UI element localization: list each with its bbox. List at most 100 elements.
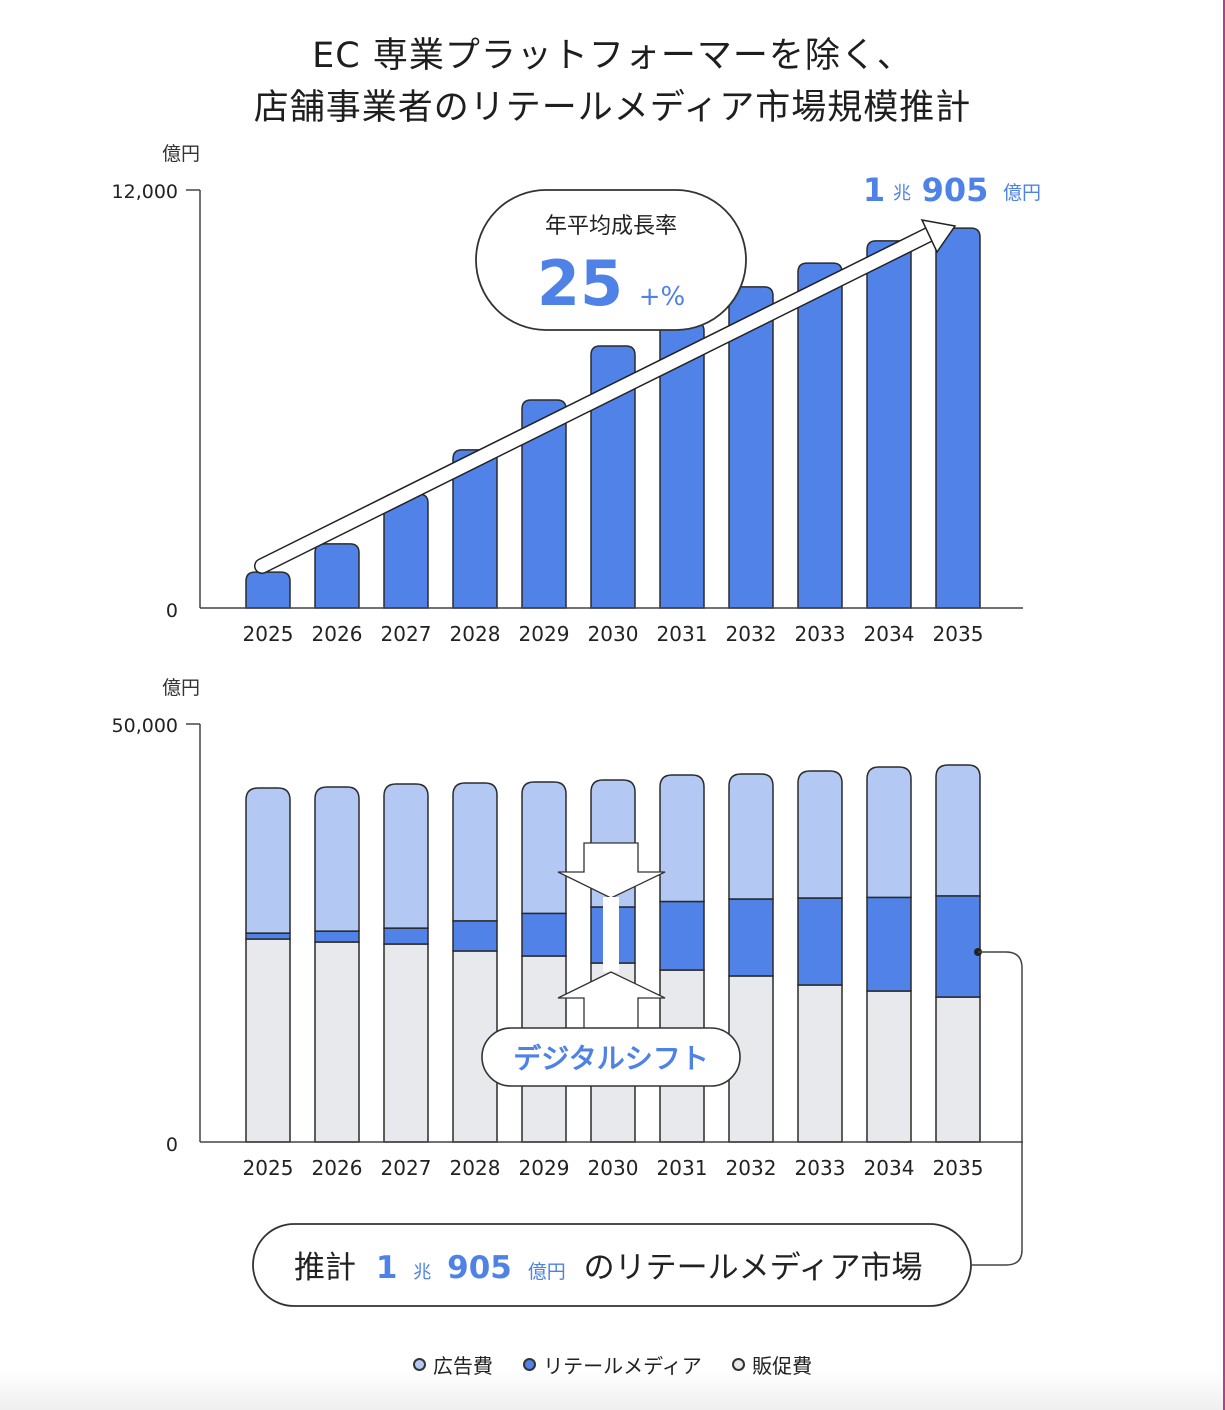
bottom-x-label: 2035 [933, 1156, 984, 1180]
segment-広告費 [245, 787, 291, 934]
legend-dot-promo-icon [732, 1358, 746, 1371]
segment-広告費 [866, 766, 912, 899]
top-bar-2025 [245, 571, 291, 609]
top-x-label: 2031 [657, 622, 708, 646]
segment-リテールメディア [314, 930, 360, 943]
segment-リテールメディア [659, 900, 705, 971]
segment-広告費 [521, 781, 567, 915]
svg-text:兆: 兆 [893, 183, 911, 204]
segment-広告費 [383, 783, 429, 929]
segment-販促費 [866, 990, 912, 1143]
bottom-x-label: 2034 [864, 1156, 915, 1180]
legend-item-promo: 販促費 [732, 1350, 812, 1379]
bottom-chart: 億円 50,000 0 2025 2026 2027 2028 2029 2030 2031… [112, 677, 1023, 1307]
bottom-x-label: 2027 [381, 1156, 432, 1180]
top-bar-2030 [590, 345, 636, 609]
top-x-label: 2025 [243, 622, 294, 646]
stacked-bar-2026 [314, 786, 360, 1143]
summary-prefix: 推計 [294, 1250, 356, 1286]
stacked-bar-2031 [659, 774, 705, 1143]
bottom-x-labels: 2025 2026 2027 2028 2029 2030 2031 2032 2033 2034… [243, 1156, 984, 1180]
segment-リテールメディア [245, 932, 291, 940]
bottom-x-label: 2030 [588, 1156, 639, 1180]
top-y-unit: 億円 [162, 143, 200, 165]
title-line-2: 店舗事業者のリテールメディア市場規模推計 [253, 88, 972, 128]
digital-shift-badge: デジタルシフト [481, 1027, 741, 1087]
top-bar-2033 [797, 262, 843, 609]
top-bar-2035 [935, 227, 981, 609]
bottom-x-label: 2032 [726, 1156, 777, 1180]
stacked-bar-2027 [383, 783, 429, 1143]
legend-dot-ad-icon [412, 1358, 426, 1371]
bottom-fade [0, 1370, 1223, 1410]
top-x-label: 2033 [795, 622, 846, 646]
stacked-bar-2025 [245, 787, 291, 1143]
bottom-y-unit: 億円 [162, 677, 200, 699]
segment-リテールメディア [452, 920, 498, 952]
stacked-bar-2034 [866, 766, 912, 1143]
top-x-labels: 2025 2026 2027 2028 2029 2030 2031 2032 2033 2034… [243, 622, 984, 646]
legend-item-ad: 広告費 [412, 1350, 493, 1379]
stacked-bar-2033 [797, 770, 843, 1143]
segment-リテールメディア [383, 927, 429, 945]
bottom-x-label: 2029 [519, 1156, 570, 1180]
svg-text:1: 1 [863, 171, 885, 209]
legend-item-retail-media: リテールメディア [523, 1350, 702, 1379]
svg-text:推計 1 兆: 推計 1 兆 905 億円 のリテールメディア市場 [294, 1250, 922, 1286]
segment-広告費 [314, 786, 360, 932]
segment-リテールメディア [935, 895, 981, 998]
top-chart: 億円 12,000 0 2025 2026 2027 2028 2029 2030 2031… [112, 143, 1041, 646]
top-x-label: 2030 [588, 622, 639, 646]
legend-label-ad: 広告費 [432, 1354, 493, 1378]
segment-リテールメディア [728, 898, 774, 977]
chart-title: EC 専業プラットフォーマーを除く、 店舗事業者のリテールメディア市場規模推計 [0, 30, 1225, 134]
bottom-x-label: 2028 [450, 1156, 501, 1180]
legend-label-retail-media: リテールメディア [543, 1354, 702, 1378]
legend-dot-retail-media-icon [523, 1358, 537, 1371]
digital-shift-down-arrow-icon [557, 842, 666, 972]
segment-販促費 [935, 996, 981, 1143]
segment-広告費 [728, 773, 774, 900]
top-bar-2034 [866, 240, 912, 609]
top-y-tick-zero: 0 [166, 600, 178, 622]
stacked-bar-2028 [452, 782, 498, 1143]
summary-number-2: 905 [447, 1250, 512, 1286]
bottom-bars [245, 764, 981, 1143]
segment-販促費 [797, 984, 843, 1143]
market-size-callout: 1 兆 905 億円 [863, 171, 1041, 209]
segment-広告費 [659, 774, 705, 903]
top-x-label: 2034 [864, 622, 915, 646]
legend: 広告費 リテールメディア 販促費 [0, 1350, 1225, 1379]
segment-リテールメディア [521, 912, 567, 957]
segment-リテールメディア [866, 896, 912, 992]
top-x-label: 2029 [519, 622, 570, 646]
top-x-label: 2028 [450, 622, 501, 646]
growth-arrow-icon [254, 219, 957, 574]
top-bar-2027 [383, 493, 429, 609]
segment-広告費 [797, 770, 843, 899]
summary-number-1: 1 [376, 1250, 398, 1286]
segment-販促費 [314, 941, 360, 1143]
segment-リテールメディア [797, 897, 843, 986]
stacked-bar-2032 [728, 773, 774, 1143]
top-x-label: 2026 [312, 622, 363, 646]
digital-shift-label: デジタルシフト [513, 1042, 708, 1075]
cagr-suffix: +% [639, 282, 686, 312]
top-x-label: 2035 [933, 622, 984, 646]
svg-text:億円: 億円 [1003, 182, 1041, 204]
segment-広告費 [935, 764, 981, 897]
top-x-label: 2032 [726, 622, 777, 646]
segment-販促費 [383, 943, 429, 1143]
svg-text:905: 905 [922, 171, 989, 209]
segment-販促費 [245, 938, 291, 1143]
cagr-value: 25 [537, 247, 623, 320]
title-line-1: EC 専業プラットフォーマーを除く、 [312, 36, 913, 76]
stacked-bar-2029 [521, 781, 567, 1143]
digital-shift-up-arrow-icon [557, 971, 666, 1031]
top-x-label: 2027 [381, 622, 432, 646]
summary-unit-1: 兆 [413, 1262, 431, 1283]
window-edge [1223, 0, 1225, 1410]
cagr-label: 年平均成長率 [545, 214, 677, 239]
summary-bubble: 推計 1 兆 905 億円 のリテールメディア市場 [252, 1223, 972, 1307]
